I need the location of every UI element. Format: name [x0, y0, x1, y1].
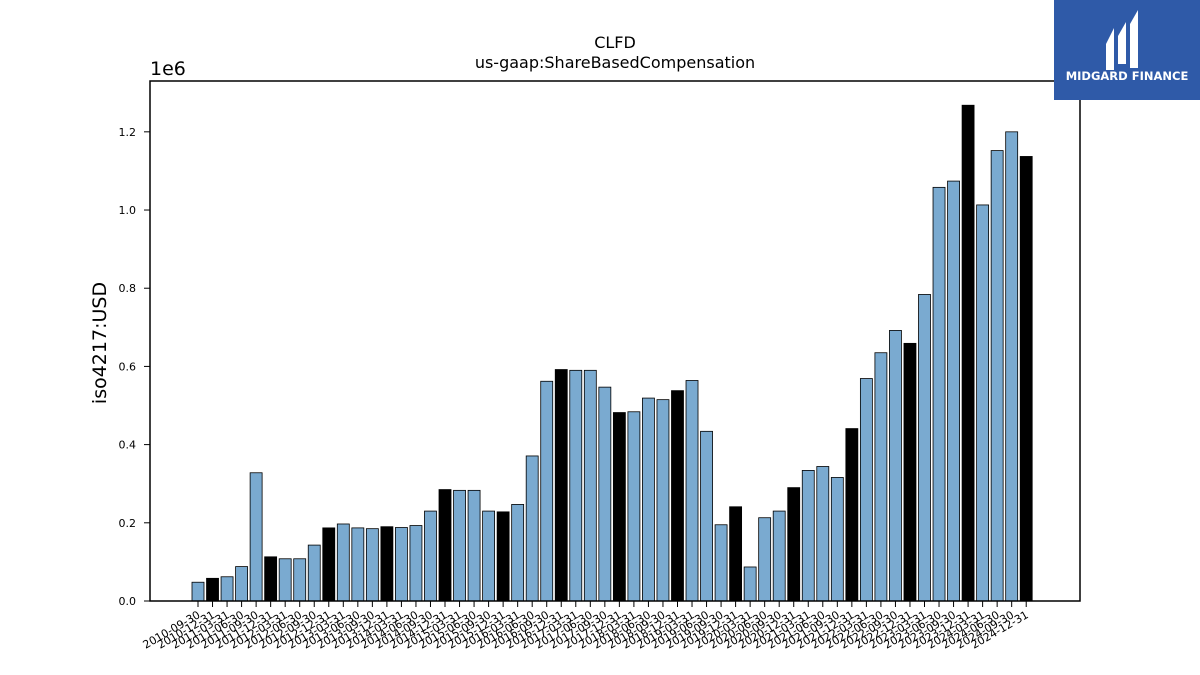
chart-title: CLFD: [594, 33, 636, 52]
bar: [525, 455, 539, 602]
y-axis-ticks: 0.0 0.2 0.4 0.6 0.8 1.0 1.2: [119, 126, 150, 608]
bar: [932, 186, 946, 602]
bar: [845, 428, 859, 602]
bar: [540, 380, 554, 602]
logo-mark-icon: [1106, 10, 1138, 70]
bar: [453, 489, 466, 602]
bar: [758, 517, 772, 602]
bar: [671, 390, 684, 602]
bar: [583, 369, 597, 602]
bar: [380, 526, 394, 602]
y-tick-label: 1.2: [119, 126, 137, 139]
bar: [511, 504, 525, 602]
bar: [627, 411, 641, 602]
y-axis-label: iso4217:USD: [89, 282, 111, 404]
bar: [889, 330, 902, 602]
y-tick-label: 1.0: [119, 204, 137, 217]
bar: [947, 180, 960, 602]
bar: [990, 150, 1004, 602]
bar: [569, 369, 583, 602]
bar: [1019, 156, 1033, 602]
bar: [656, 399, 670, 602]
bar: [424, 510, 437, 602]
bar: [918, 294, 931, 602]
bar: [816, 466, 830, 602]
bar: [700, 430, 713, 602]
bar: [685, 380, 699, 602]
bar: [322, 527, 336, 602]
y-axis-scale-label: 1e6: [150, 58, 186, 80]
bar: [961, 104, 975, 602]
bar: [554, 369, 568, 602]
bar: [278, 558, 292, 602]
y-tick-label: 0.6: [119, 360, 137, 373]
bar: [496, 511, 510, 602]
bar: [206, 577, 219, 602]
bar: [249, 472, 263, 602]
bar: [903, 342, 917, 602]
plot-frame: [149, 80, 1081, 602]
bar: [467, 489, 481, 602]
bar: [743, 566, 757, 602]
bar: [598, 386, 612, 602]
bar: [830, 477, 844, 602]
bar: [293, 558, 307, 602]
bar: [729, 506, 743, 602]
y-tick-label: 0.4: [119, 439, 137, 452]
bar: [438, 489, 452, 602]
bar: [612, 412, 626, 602]
bar: [264, 556, 278, 602]
bar: [235, 566, 248, 602]
x-axis-ticks: 2010-09-302010-12-312011-03-312011-06-30…: [141, 601, 1031, 652]
y-tick-label: 0.8: [119, 282, 137, 295]
bar: [395, 527, 408, 602]
y-tick-label: 0.0: [119, 595, 137, 608]
bar: [859, 378, 873, 602]
bar: [220, 576, 234, 602]
y-tick-label: 0.2: [119, 517, 137, 530]
bar: [351, 527, 365, 602]
bar: [976, 204, 990, 602]
bar: [642, 397, 655, 602]
bar: [307, 544, 321, 602]
bar: [191, 581, 205, 602]
bar: [787, 487, 801, 602]
bar: [772, 510, 786, 602]
bars-group: [191, 104, 1033, 602]
bar: [874, 352, 888, 602]
bar: [714, 524, 728, 602]
bar: [409, 525, 423, 602]
bar: [1005, 131, 1019, 602]
chart-subtitle: us-gaap:ShareBasedCompensation: [475, 53, 755, 72]
logo-background: [1054, 0, 1200, 100]
bar: [482, 510, 496, 602]
bar: [336, 523, 350, 602]
midgard-finance-logo: MIDGARD FINANCE: [1054, 0, 1200, 100]
logo-text: MIDGARD FINANCE: [1066, 69, 1189, 83]
bar: [801, 470, 815, 602]
bar: [365, 528, 379, 602]
